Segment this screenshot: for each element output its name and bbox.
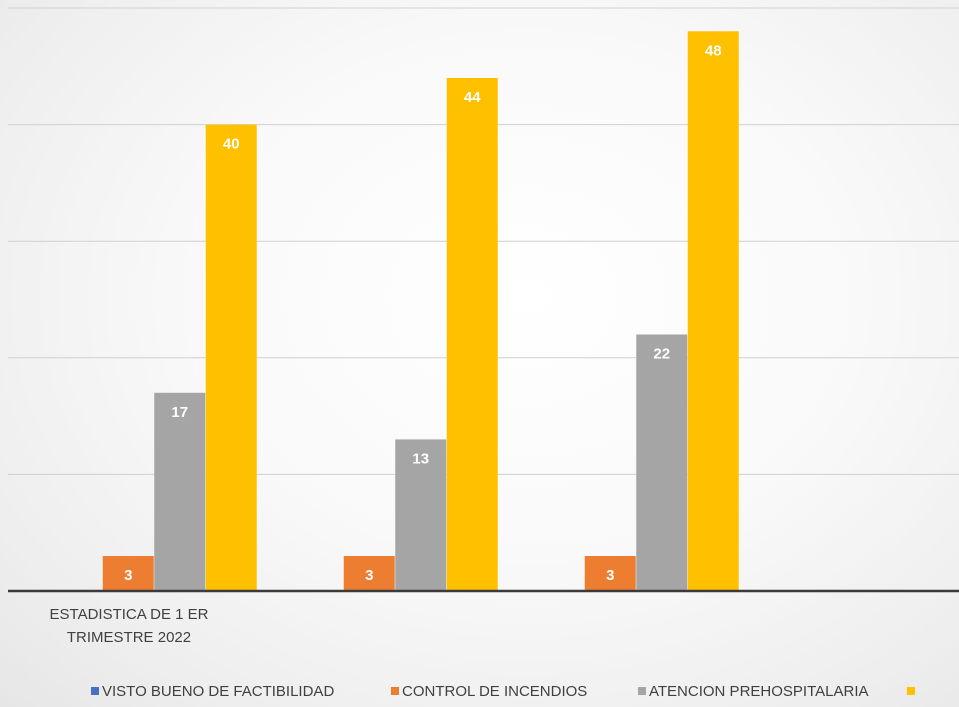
legend-swatch-icon bbox=[638, 687, 646, 695]
legend-swatch-icon bbox=[91, 687, 99, 695]
legend-swatch-icon bbox=[907, 687, 915, 695]
bar[interactable] bbox=[687, 31, 739, 591]
bar[interactable] bbox=[395, 439, 447, 591]
data-label: 48 bbox=[705, 42, 722, 59]
legend-item-atencion-prehospitalaria[interactable]: ATENCION PREHOSPITALARIA bbox=[638, 683, 869, 700]
data-label: 44 bbox=[464, 89, 481, 106]
data-label: 3 bbox=[606, 567, 614, 584]
bar[interactable] bbox=[205, 124, 257, 591]
data-label: 13 bbox=[412, 450, 429, 467]
bar[interactable] bbox=[343, 556, 395, 591]
legend-item-visto-bueno[interactable]: VISTO BUENO DE FACTIBILIDAD bbox=[91, 683, 334, 700]
bar[interactable] bbox=[446, 77, 498, 591]
bar[interactable] bbox=[584, 556, 636, 591]
bar[interactable] bbox=[102, 556, 154, 591]
bar[interactable] bbox=[636, 334, 688, 591]
legend-label: CONTROL DE INCENDIOS bbox=[402, 683, 588, 700]
legend-label: ATENCION PREHOSPITALARIA bbox=[649, 683, 869, 700]
legend-label: VISTO BUENO DE FACTIBILIDAD bbox=[102, 683, 335, 700]
category-label-line-1: ESTADISTICA DE 1 ER bbox=[49, 606, 209, 623]
data-label: 40 bbox=[223, 136, 240, 153]
category-label: ESTADISTICA DE 1 ER TRIMESTRE 2022 bbox=[36, 603, 222, 649]
bar[interactable] bbox=[154, 392, 206, 591]
category-label-line-2: TRIMESTRE 2022 bbox=[66, 629, 192, 646]
bars bbox=[102, 31, 739, 591]
legend-item-control-incendios[interactable]: CONTROL DE INCENDIOS bbox=[391, 683, 587, 700]
data-label: 22 bbox=[653, 345, 670, 362]
legend: VISTO BUENO DE FACTIBILIDAD CONTROL DE I… bbox=[0, 683, 959, 705]
data-labels: 3 3 3 17 13 22 40 44 48 bbox=[124, 42, 722, 584]
legend-item-series-4[interactable] bbox=[907, 683, 918, 700]
legend-swatch-icon bbox=[391, 687, 399, 695]
data-label: 3 bbox=[365, 567, 373, 584]
data-label: 3 bbox=[124, 567, 132, 584]
data-label: 17 bbox=[171, 404, 188, 421]
